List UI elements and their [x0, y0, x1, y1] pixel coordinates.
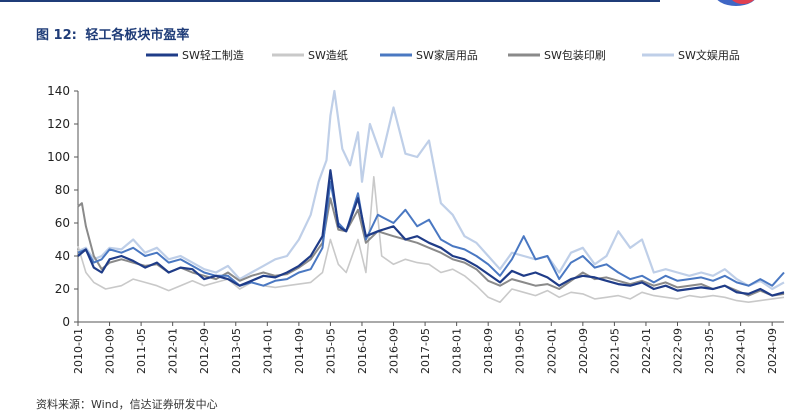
figure-label: 图 12:	[36, 28, 77, 43]
source-note: 资料来源：Wind，信达证券研发中心	[36, 398, 218, 411]
figure-title-text: 轻工各板块市盈率	[85, 28, 190, 43]
x-tick-label: 2021-05	[608, 328, 621, 374]
x-tick-label: 2016-09	[388, 328, 401, 374]
y-tick-label: 140	[47, 84, 70, 98]
x-tick-label: 2019-05	[514, 328, 527, 374]
brand-logo-accent-icon	[730, 0, 756, 4]
x-tick-label: 2014-01	[261, 328, 274, 374]
x-tick-label: 2018-01	[451, 328, 464, 374]
x-tick-label: 2010-01	[72, 328, 85, 374]
legend-label: SW包装印刷	[544, 49, 606, 62]
x-tick-label: 2022-01	[640, 328, 653, 374]
x-tick-label: 2011-05	[135, 328, 148, 374]
y-tick-label: 40	[55, 249, 70, 263]
x-tick-label: 2022-09	[672, 328, 685, 374]
figure-title: 图 12: 轻工各板块市盈率	[36, 24, 193, 43]
x-tick-label: 2010-09	[104, 328, 117, 374]
series-line-1	[77, 176, 785, 303]
legend-label: SW家居用品	[416, 48, 478, 62]
header-rule	[0, 0, 660, 2]
legend-label: SW文娱用品	[678, 48, 740, 62]
x-tick-label: 2023-05	[703, 328, 716, 374]
brand-logo-icon	[714, 0, 758, 6]
series-line-0	[77, 169, 785, 297]
x-tick-label: 2020-09	[577, 328, 590, 374]
legend-label: SW轻工制造	[182, 48, 244, 62]
x-tick-label: 2024-09	[766, 328, 779, 374]
y-tick-label: 0	[62, 315, 70, 329]
y-tick-label: 80	[55, 183, 70, 197]
x-axis: 2010-01 2010-09 2011-05 2012-01 2012-09 2013-…	[72, 321, 784, 374]
x-tick-label: 2013-05	[230, 328, 243, 374]
y-tick-label: 100	[47, 150, 70, 164]
x-tick-label: 2012-01	[167, 328, 180, 374]
chart-legend: SW轻工制造 SW造纸 SW家居用品 SW包装印刷 SW文娱用品	[146, 48, 740, 62]
x-tick-label: 2017-05	[419, 328, 432, 374]
series-line-2	[77, 180, 785, 287]
x-tick-label: 2015-05	[324, 328, 337, 374]
y-tick-label: 120	[47, 117, 70, 131]
y-axis: 0 20 40 60 80 100 120 140	[47, 84, 79, 329]
x-tick-label: 2016-01	[356, 328, 369, 374]
x-tick-label: 2024-01	[735, 328, 748, 374]
legend-label: SW造纸	[308, 48, 348, 62]
y-tick-label: 60	[55, 216, 70, 230]
x-tick-label: 2014-09	[293, 328, 306, 374]
x-tick-label: 2012-09	[198, 328, 211, 374]
x-tick-label: 2020-01	[545, 328, 558, 374]
y-tick-label: 20	[55, 282, 70, 296]
plot-area	[77, 89, 785, 303]
x-tick-label: 2018-09	[482, 328, 495, 374]
series-line-4	[77, 89, 785, 291]
